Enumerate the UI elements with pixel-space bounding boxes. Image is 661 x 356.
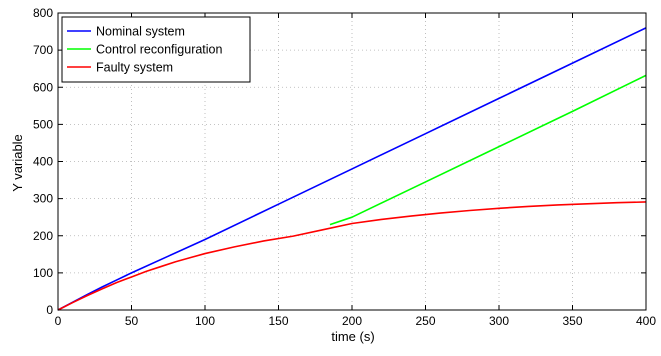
x-tick-label: 0 [55, 314, 62, 328]
x-tick-label: 400 [636, 314, 656, 328]
x-tick-label: 250 [415, 314, 435, 328]
grid-lines [58, 13, 646, 310]
y-tick-label: 300 [33, 192, 53, 206]
y-tick-label: 200 [33, 229, 53, 243]
legend-label-faulty: Faulty system [96, 61, 173, 75]
x-tick-label: 350 [562, 314, 582, 328]
series-line-faulty-system [57, 201, 647, 311]
tick-labels: 0 50 100 150 200 250 300 350 400 0 100 200 300 400 500… [33, 6, 656, 328]
y-tick-label: 800 [33, 6, 53, 20]
x-axis-label: time (s) [331, 329, 374, 344]
series-lines [57, 27, 647, 311]
x-tick-label: 200 [342, 314, 362, 328]
series-line-control-reconfiguration [329, 74, 647, 226]
x-tick-label: 150 [268, 314, 288, 328]
legend-box [61, 16, 251, 83]
x-tick-label: 50 [125, 314, 139, 328]
legend-label-reconfiguration: Control reconfiguration [96, 43, 223, 57]
legend: Nominal system Control reconfiguration F… [61, 16, 251, 83]
y-tick-label: 500 [33, 117, 53, 131]
legend-label-nominal: Nominal system [96, 25, 185, 39]
y-tick-label: 700 [33, 43, 53, 57]
y-axis-label: Y variable [10, 134, 25, 192]
y-tick-label: 400 [33, 155, 53, 169]
series-line-nominal-system [57, 27, 647, 311]
y-tick-label: 100 [33, 266, 53, 280]
x-tick-label: 300 [489, 314, 509, 328]
x-tick-label: 100 [195, 314, 215, 328]
y-tick-label: 0 [46, 303, 53, 317]
y-tick-label: 600 [33, 80, 53, 94]
